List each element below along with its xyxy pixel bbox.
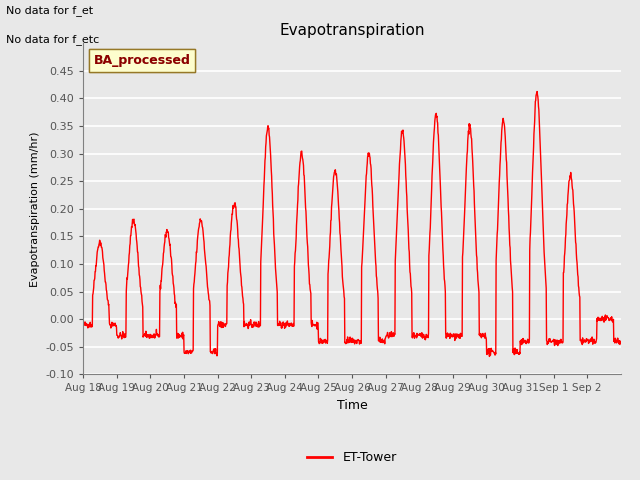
Text: No data for f_etc: No data for f_etc [6, 34, 100, 45]
X-axis label: Time: Time [337, 399, 367, 412]
Title: Evapotranspiration: Evapotranspiration [279, 23, 425, 38]
Y-axis label: Evapotranspiration (mm/hr): Evapotranspiration (mm/hr) [30, 131, 40, 287]
Text: No data for f_et: No data for f_et [6, 5, 93, 16]
Legend: BA_processed: BA_processed [89, 49, 195, 72]
Legend: ET-Tower: ET-Tower [302, 446, 402, 469]
